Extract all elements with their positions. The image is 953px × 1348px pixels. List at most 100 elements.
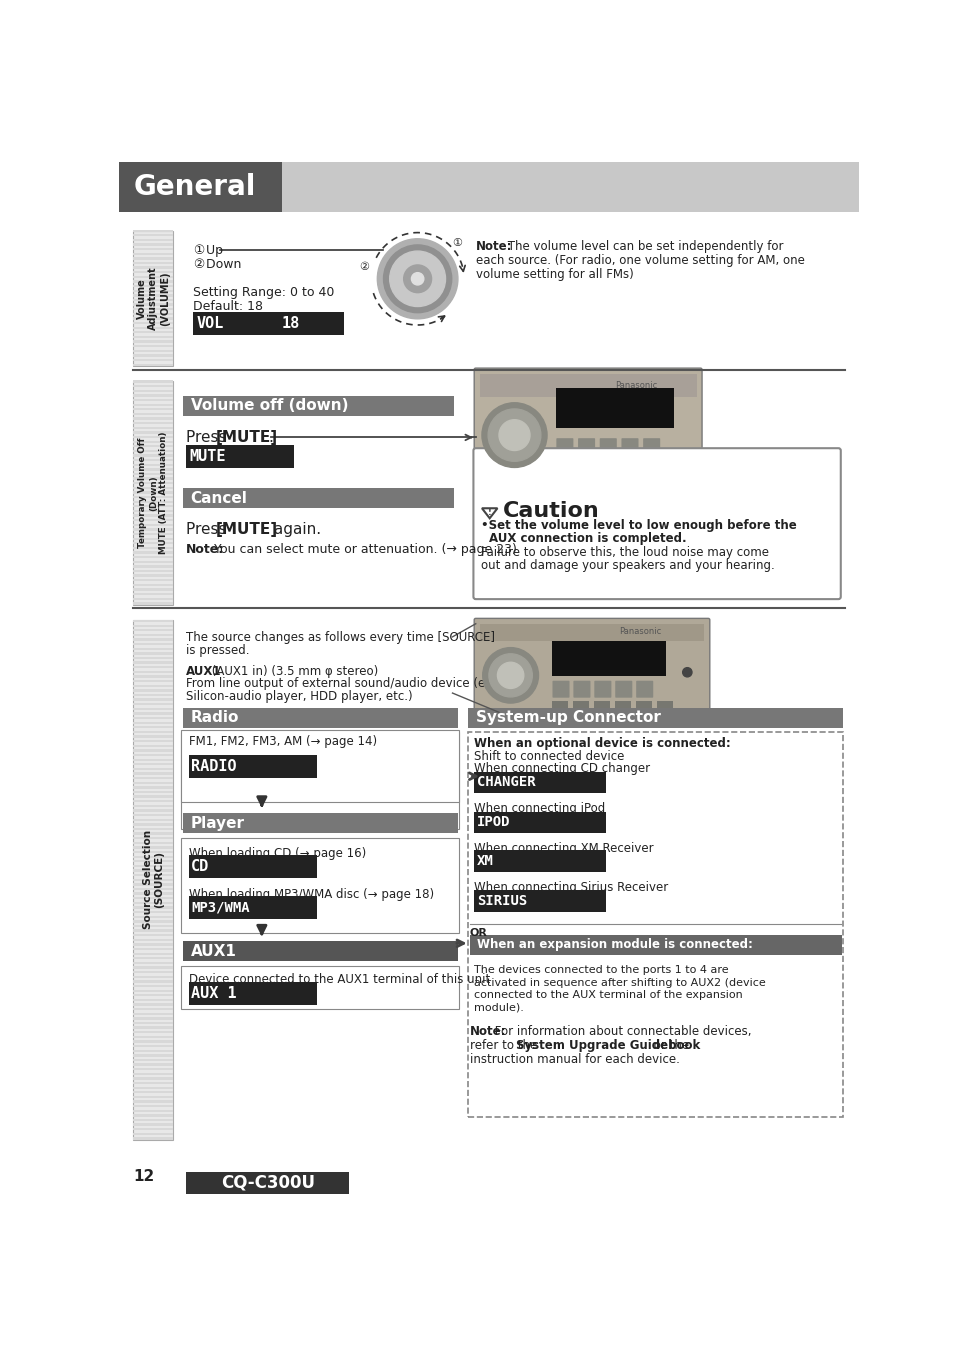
FancyBboxPatch shape	[133, 294, 173, 297]
FancyBboxPatch shape	[133, 239, 173, 241]
FancyBboxPatch shape	[552, 701, 567, 714]
FancyBboxPatch shape	[133, 426, 173, 429]
FancyBboxPatch shape	[578, 438, 595, 462]
FancyBboxPatch shape	[133, 630, 173, 631]
FancyBboxPatch shape	[133, 828, 173, 830]
Text: volume setting for all FMs): volume setting for all FMs)	[476, 268, 633, 280]
Text: •Set the volume level to low enough before the: •Set the volume level to low enough befo…	[480, 519, 796, 531]
FancyBboxPatch shape	[133, 280, 173, 283]
FancyBboxPatch shape	[133, 685, 173, 687]
Text: Panasonic: Panasonic	[618, 627, 660, 636]
FancyBboxPatch shape	[133, 656, 173, 659]
FancyBboxPatch shape	[133, 708, 173, 710]
FancyBboxPatch shape	[133, 898, 173, 899]
FancyBboxPatch shape	[183, 396, 454, 417]
FancyBboxPatch shape	[133, 639, 173, 640]
FancyBboxPatch shape	[133, 231, 173, 365]
FancyBboxPatch shape	[133, 967, 173, 969]
FancyBboxPatch shape	[133, 869, 173, 872]
FancyBboxPatch shape	[133, 620, 173, 1139]
FancyBboxPatch shape	[133, 1018, 173, 1019]
FancyBboxPatch shape	[133, 809, 173, 811]
Text: or the: or the	[649, 1039, 688, 1053]
Text: MUTE: MUTE	[189, 449, 225, 464]
FancyBboxPatch shape	[133, 643, 173, 646]
FancyBboxPatch shape	[133, 985, 173, 987]
FancyBboxPatch shape	[133, 721, 173, 724]
FancyBboxPatch shape	[133, 856, 173, 857]
FancyBboxPatch shape	[133, 313, 173, 315]
FancyBboxPatch shape	[133, 570, 173, 572]
FancyBboxPatch shape	[133, 487, 173, 489]
FancyBboxPatch shape	[133, 506, 173, 507]
FancyBboxPatch shape	[133, 431, 173, 434]
FancyBboxPatch shape	[133, 341, 173, 342]
Text: CHANGER: CHANGER	[476, 775, 536, 790]
FancyBboxPatch shape	[133, 380, 173, 383]
FancyBboxPatch shape	[479, 624, 703, 642]
FancyBboxPatch shape	[664, 470, 681, 485]
FancyBboxPatch shape	[133, 675, 173, 678]
Text: refer to the: refer to the	[469, 1039, 540, 1053]
FancyBboxPatch shape	[133, 381, 173, 604]
FancyBboxPatch shape	[133, 1123, 173, 1126]
FancyBboxPatch shape	[473, 448, 840, 599]
FancyBboxPatch shape	[183, 813, 457, 833]
FancyBboxPatch shape	[620, 438, 638, 462]
Text: When an optional device is connected:: When an optional device is connected:	[474, 736, 730, 749]
Text: IPOD: IPOD	[476, 816, 510, 829]
FancyBboxPatch shape	[133, 477, 173, 480]
FancyBboxPatch shape	[133, 441, 173, 442]
FancyBboxPatch shape	[133, 317, 173, 319]
FancyBboxPatch shape	[133, 555, 173, 558]
FancyBboxPatch shape	[133, 671, 173, 673]
FancyBboxPatch shape	[133, 989, 173, 992]
Circle shape	[390, 251, 445, 306]
FancyBboxPatch shape	[133, 1138, 173, 1139]
FancyBboxPatch shape	[474, 619, 709, 721]
FancyBboxPatch shape	[189, 755, 316, 778]
FancyBboxPatch shape	[133, 662, 173, 663]
FancyBboxPatch shape	[133, 915, 173, 918]
FancyBboxPatch shape	[133, 1082, 173, 1084]
Circle shape	[482, 647, 537, 704]
FancyBboxPatch shape	[133, 1077, 173, 1080]
FancyBboxPatch shape	[133, 944, 173, 945]
FancyBboxPatch shape	[133, 390, 173, 392]
Text: FM1, FM2, FM3, AM (→ page 14): FM1, FM2, FM3, AM (→ page 14)	[189, 735, 376, 748]
Text: activated in sequence after shifting to AUX2 (device: activated in sequence after shifting to …	[474, 977, 765, 988]
FancyBboxPatch shape	[474, 811, 605, 833]
Text: Source Selection
(SOURCE): Source Selection (SOURCE)	[142, 830, 164, 929]
FancyBboxPatch shape	[133, 925, 173, 927]
Text: ①: ①	[452, 239, 462, 248]
Text: When loading MP3/WMA disc (→ page 18): When loading MP3/WMA disc (→ page 18)	[189, 888, 434, 902]
FancyBboxPatch shape	[599, 470, 617, 485]
FancyBboxPatch shape	[133, 953, 173, 954]
FancyBboxPatch shape	[189, 896, 316, 919]
Circle shape	[403, 266, 431, 293]
FancyBboxPatch shape	[133, 689, 173, 692]
FancyBboxPatch shape	[133, 523, 173, 526]
FancyBboxPatch shape	[133, 1115, 173, 1116]
FancyBboxPatch shape	[133, 772, 173, 775]
FancyBboxPatch shape	[133, 993, 173, 996]
FancyBboxPatch shape	[133, 1058, 173, 1061]
FancyBboxPatch shape	[133, 1050, 173, 1051]
Text: instruction manual for each device.: instruction manual for each device.	[469, 1053, 679, 1066]
Circle shape	[377, 239, 457, 319]
FancyBboxPatch shape	[133, 712, 173, 714]
Text: Player: Player	[191, 816, 244, 830]
FancyBboxPatch shape	[133, 510, 173, 512]
Circle shape	[411, 272, 423, 284]
FancyBboxPatch shape	[133, 252, 173, 255]
FancyBboxPatch shape	[133, 491, 173, 493]
Text: each source. (For radio, one volume setting for AM, one: each source. (For radio, one volume sett…	[476, 253, 803, 267]
FancyBboxPatch shape	[133, 1022, 173, 1024]
Text: Cancel: Cancel	[191, 491, 247, 506]
FancyBboxPatch shape	[133, 322, 173, 325]
FancyBboxPatch shape	[119, 162, 282, 212]
FancyBboxPatch shape	[133, 921, 173, 922]
FancyBboxPatch shape	[133, 744, 173, 747]
FancyBboxPatch shape	[133, 740, 173, 743]
Circle shape	[498, 419, 530, 450]
